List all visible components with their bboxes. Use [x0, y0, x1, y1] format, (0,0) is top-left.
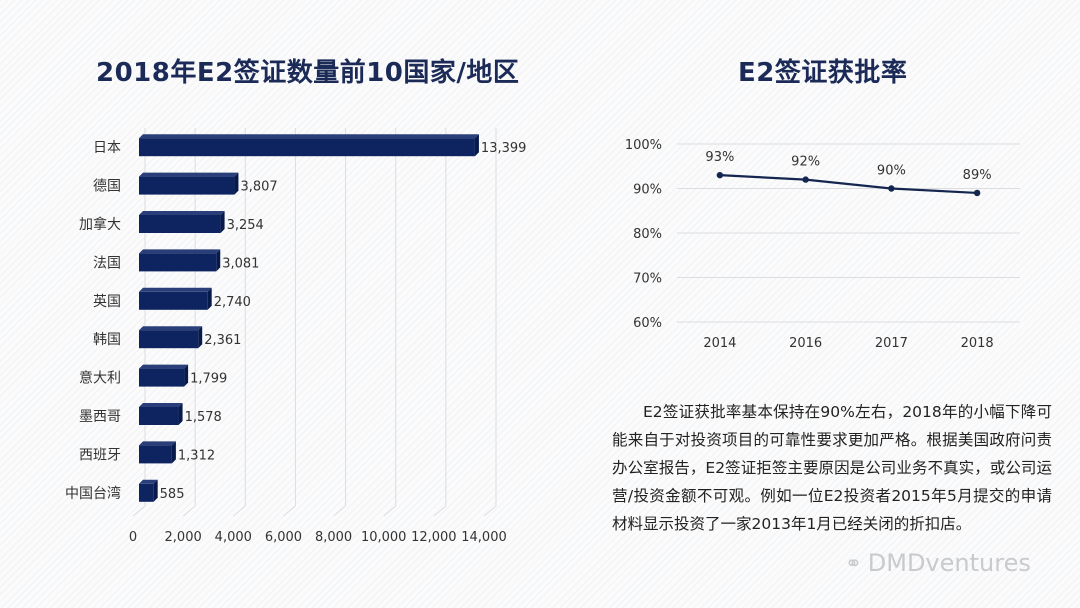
- bar-top-face: [139, 134, 479, 139]
- bar: [139, 215, 221, 233]
- line-chart-title: E2签证获批率: [738, 58, 908, 88]
- x-tick-label: 0: [129, 530, 137, 545]
- category-label: 日本: [93, 140, 121, 156]
- x-gridline-floor: [283, 505, 296, 517]
- bar-side-face: [153, 479, 158, 502]
- x-gridline-floor: [383, 505, 397, 517]
- x-gridline-floor: [433, 505, 447, 517]
- bar: [139, 483, 154, 502]
- wechat-icon: ⚭: [845, 551, 862, 575]
- watermark-text: DMDventures: [867, 549, 1031, 577]
- bar-side-face: [207, 287, 212, 310]
- data-point: [716, 171, 724, 179]
- data-point: [973, 189, 981, 197]
- category-label: 加拿大: [79, 216, 121, 233]
- bar-side-face: [234, 172, 239, 195]
- bar-top-face: [139, 364, 189, 369]
- x-gridline-floor: [333, 505, 346, 517]
- bar-side-face: [171, 441, 176, 464]
- bar-top-face: [139, 249, 221, 254]
- y-tick-label: 60%: [633, 316, 662, 331]
- x-gridline-floor: [132, 505, 146, 517]
- bar-top-face: [139, 172, 239, 177]
- y-tick-label: 80%: [633, 227, 662, 242]
- x-tick-label: 14,000: [461, 530, 507, 545]
- x-tick-label: 8,000: [315, 530, 352, 545]
- bar-value-label: 2,740: [214, 295, 251, 310]
- bar-top-face: [139, 326, 203, 331]
- bar: [139, 330, 199, 349]
- bar-top-face: [139, 441, 176, 446]
- x-tick-label: 6,000: [265, 530, 302, 545]
- x-tick-label: 4,000: [215, 530, 252, 545]
- approval-rate-line: [719, 174, 978, 195]
- bar-top-face: [139, 479, 158, 484]
- category-label: 中国台湾: [65, 485, 121, 502]
- bar-top-face: [139, 403, 183, 407]
- y-tick-label: 90%: [633, 183, 662, 198]
- data-point: [888, 185, 895, 192]
- x-tick-label: 2018: [961, 336, 994, 351]
- bar: [139, 138, 475, 157]
- category-label: 英国: [93, 293, 121, 310]
- bar-value-label: 13,399: [481, 141, 527, 156]
- data-point: [802, 176, 809, 183]
- point-value-label: 90%: [877, 164, 906, 179]
- bar: [139, 176, 235, 195]
- bar: [139, 368, 185, 387]
- bar-value-label: 3,807: [240, 180, 277, 195]
- bar-side-face: [474, 134, 479, 157]
- bar-value-label: 2,361: [204, 333, 241, 348]
- x-tick-label: 2017: [875, 336, 908, 351]
- bar-chart-title: 2018年E2签证数量前10国家/地区: [96, 58, 520, 88]
- bar-top-face: [139, 287, 212, 292]
- x-gridline-floor: [483, 505, 497, 517]
- point-value-label: 93%: [705, 150, 734, 165]
- bar-value-label: 585: [160, 487, 185, 502]
- bar-side-face: [198, 326, 203, 349]
- category-label: 意大利: [79, 370, 121, 387]
- x-tick-label: 12,000: [411, 530, 457, 545]
- x-tick-label: 10,000: [361, 530, 407, 545]
- bar-value-label: 3,254: [227, 218, 264, 233]
- category-label: 法国: [93, 255, 121, 271]
- bar-side-face: [178, 403, 183, 425]
- point-value-label: 89%: [963, 168, 992, 183]
- x-tick-label: 2014: [703, 336, 736, 351]
- bar: [139, 407, 179, 425]
- bar: [139, 291, 208, 310]
- bar: [139, 445, 172, 464]
- y-tick-label: 70%: [633, 272, 662, 287]
- bar-chart: 0 2,000 4,000 6,000 8,000 10,000 12,000 14,000 日…: [65, 128, 527, 545]
- x-tick-label: 2016: [789, 336, 822, 351]
- bar-top-face: [139, 211, 225, 215]
- bar-value-label: 1,799: [190, 372, 227, 387]
- watermark: ⚭ DMDventures: [845, 549, 1031, 577]
- approval-rate-description: E2签证获批率基本保持在90%左右，2018年的小幅下降可能来自于对投资项目的可…: [612, 403, 1052, 533]
- x-gridline-floor: [182, 505, 196, 517]
- bar-side-face: [184, 364, 189, 387]
- point-value-label: 92%: [791, 155, 820, 170]
- line-chart: 60% 70% 80% 90% 100% 93% 2014 92% 2016 90% 2017 89%…: [625, 138, 1020, 351]
- bar: [139, 253, 217, 272]
- category-label: 西班牙: [79, 447, 121, 463]
- category-label: 德国: [93, 179, 121, 195]
- category-label: 韩国: [93, 332, 121, 348]
- bar-value-label: 1,578: [185, 410, 222, 425]
- bar-side-face: [220, 211, 225, 233]
- bar-value-label: 1,312: [178, 448, 215, 463]
- x-tick-label: 2,000: [165, 530, 202, 545]
- bar-value-label: 3,081: [222, 256, 259, 271]
- y-tick-label: 100%: [625, 138, 662, 153]
- x-gridline-floor: [232, 505, 246, 517]
- category-label: 墨西哥: [79, 409, 121, 425]
- bar-side-face: [216, 249, 221, 272]
